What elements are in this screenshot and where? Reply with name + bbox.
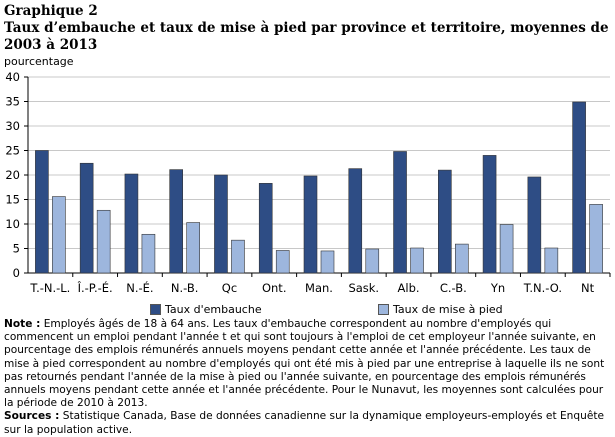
legend-item-hiring: Taux d'embauche — [150, 303, 262, 316]
bar-hiring — [35, 150, 49, 274]
bar-chart: 0 5 10 15 20 25 30 35 40 T.-N.-L. Î.-P.-É. N.-É. N.-… — [5, 70, 611, 295]
bar-hiring — [438, 169, 452, 274]
bar-layoff — [589, 204, 603, 274]
x-tick-label: Sask. — [348, 281, 379, 295]
bar-layoff — [141, 233, 156, 274]
bar-layoff — [186, 222, 200, 274]
bar-layoff — [231, 239, 245, 274]
bar-layoff — [544, 247, 559, 274]
note-label: Note : — [4, 318, 41, 330]
x-tick-label: T.-N.-L. — [29, 281, 70, 295]
bar-hiring — [124, 173, 139, 274]
bar-layoff — [96, 209, 111, 274]
legend-swatch-hiring — [150, 304, 161, 315]
sources-paragraph: Sources : Statistique Canada, Base de do… — [4, 410, 610, 436]
title-block: Graphique 2 Taux d’embauche et taux de m… — [4, 3, 609, 54]
bar-layoff — [499, 224, 514, 274]
x-tick-label: Alb. — [398, 281, 420, 295]
note-text: Employés âgés de 18 à 64 ans. Les taux d… — [4, 318, 605, 410]
y-tick-label: 35 — [5, 95, 20, 109]
y-axis-label: pourcentage — [4, 55, 74, 68]
bar-hiring — [79, 162, 94, 274]
legend-label-hiring: Taux d'embauche — [165, 303, 262, 316]
y-tick-label: 5 — [13, 242, 20, 256]
bar-hiring — [527, 176, 542, 274]
legend-swatch-layoff — [378, 304, 389, 315]
notes-block: Note : Employés âgés de 18 à 64 ans. Les… — [4, 318, 610, 437]
sources-label: Sources : — [4, 410, 60, 423]
y-tick-label: 15 — [5, 193, 20, 207]
x-tick-label: Man. — [305, 281, 333, 295]
bar-hiring — [572, 101, 586, 274]
bar-layoff — [320, 250, 335, 274]
y-tick-label: 25 — [5, 144, 20, 158]
graph-label: Graphique 2 — [4, 3, 98, 19]
bar-hiring — [482, 155, 497, 274]
x-tick-label: N.-É. — [126, 280, 153, 295]
bar-layoff — [52, 196, 66, 274]
bar-hiring — [214, 174, 228, 274]
x-tick-label: Nt — [581, 281, 595, 295]
bar-hiring — [258, 183, 273, 274]
y-tick-label: 10 — [5, 217, 20, 231]
y-tick-label: 30 — [5, 119, 20, 133]
bar-layoff — [365, 248, 380, 274]
x-tick-label: Ont. — [262, 281, 287, 295]
x-tick-label: T.N.-O. — [523, 281, 562, 295]
x-tick-label: N.-B. — [171, 281, 199, 295]
bar-layoff — [410, 247, 424, 274]
bar-hiring — [303, 175, 318, 274]
y-tick-label: 40 — [5, 70, 20, 84]
bar-hiring — [393, 151, 407, 274]
legend-label-layoff: Taux de mise à pied — [393, 303, 503, 316]
bar-layoff — [455, 243, 469, 274]
y-tick-label: 0 — [13, 266, 20, 280]
x-tick-label: Qc — [222, 281, 237, 295]
note-paragraph: Note : Employés âgés de 18 à 64 ans. Les… — [4, 318, 610, 410]
x-tick-label: Î.-P.-É. — [77, 280, 113, 295]
bar-layoff — [275, 250, 290, 274]
x-tick-label: C.-B. — [440, 281, 467, 295]
bar-hiring — [348, 168, 363, 274]
bar-hiring — [169, 169, 183, 274]
x-tick-label: Yn — [490, 281, 505, 295]
legend-item-layoff: Taux de mise à pied — [378, 303, 503, 316]
sources-text: Statistique Canada, Base de données cana… — [4, 410, 605, 436]
y-tick-label: 20 — [5, 168, 20, 182]
graph-title: Taux d’embauche et taux de mise à pied p… — [4, 20, 609, 53]
